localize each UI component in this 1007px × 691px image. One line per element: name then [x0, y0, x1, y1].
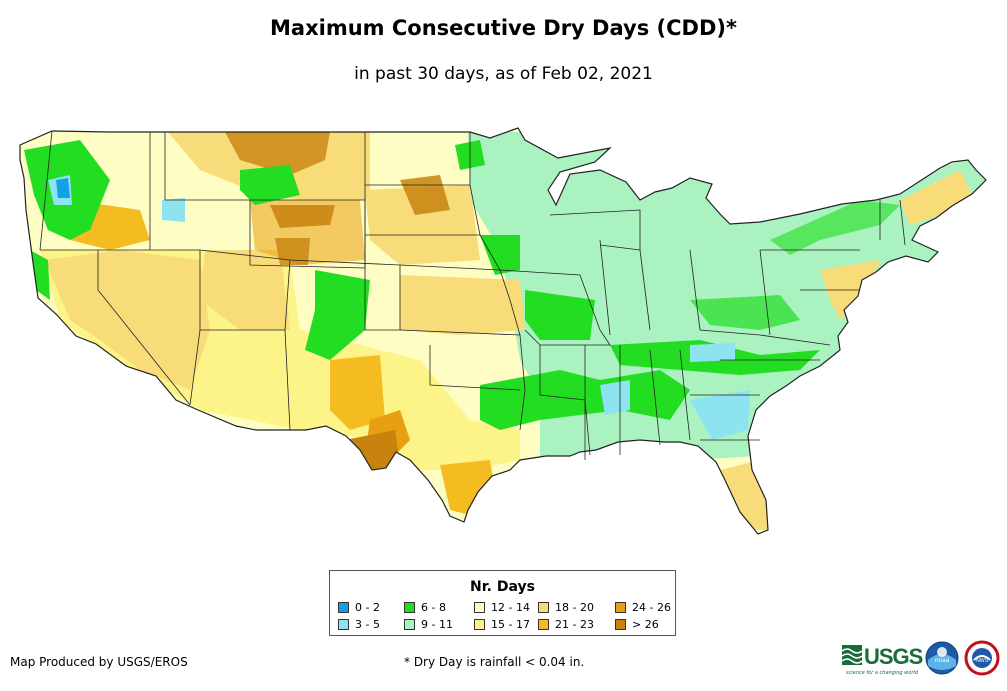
legend-item: > 26	[615, 618, 659, 632]
legend-swatch	[338, 619, 349, 630]
legend-label: 18 - 20	[555, 601, 594, 614]
legend-label: 24 - 26	[632, 601, 671, 614]
legend-label: 6 - 8	[421, 601, 446, 614]
legend: Nr. Days 0 - 2 3 - 5 6 - 8 9 - 11 12 - 14 15 …	[329, 570, 676, 636]
legend-item: 3 - 5	[338, 618, 380, 632]
legend-item: 15 - 17	[474, 618, 530, 632]
legend-swatch	[615, 602, 626, 613]
legend-swatch	[404, 619, 415, 630]
legend-title: Nr. Days	[470, 579, 535, 595]
legend-label: 9 - 11	[421, 618, 453, 631]
map-subtitle: in past 30 days, as of Feb 02, 2021	[354, 64, 653, 84]
legend-item: 21 - 23	[538, 618, 594, 632]
legend-label: 15 - 17	[491, 618, 530, 631]
map-title: Maximum Consecutive Dry Days (CDD)*	[270, 16, 737, 40]
footnote-text: * Dry Day is rainfall < 0.04 in.	[404, 655, 585, 669]
usgs-logo: USGS	[864, 644, 923, 669]
state-boundaries	[39, 130, 906, 460]
legend-label: 12 - 14	[491, 601, 530, 614]
legend-swatch	[474, 619, 485, 630]
cdd-color-regions	[20, 128, 986, 534]
usgs-tagline: science for a changing world	[846, 670, 918, 676]
legend-swatch	[404, 602, 415, 613]
noaa-logo-icon: noaa	[925, 641, 959, 675]
legend-swatch	[615, 619, 626, 630]
legend-item: 0 - 2	[338, 601, 380, 615]
legend-item: 18 - 20	[538, 601, 594, 615]
legend-swatch	[338, 602, 349, 613]
legend-item: 24 - 26	[615, 601, 671, 615]
legend-item: 12 - 14	[474, 601, 530, 615]
nws-text: NWS	[976, 658, 988, 664]
legend-item: 6 - 8	[404, 601, 446, 615]
legend-label: 0 - 2	[355, 601, 380, 614]
legend-label: > 26	[632, 618, 659, 631]
legend-label: 21 - 23	[555, 618, 594, 631]
legend-item: 9 - 11	[404, 618, 453, 632]
legend-swatch	[474, 602, 485, 613]
nws-logo-icon: NWS	[964, 640, 1000, 676]
legend-swatch	[538, 619, 549, 630]
credit-text: Map Produced by USGS/EROS	[10, 655, 188, 669]
legend-label: 3 - 5	[355, 618, 380, 631]
noaa-text: noaa	[935, 657, 950, 664]
usgs-waves-icon	[842, 645, 862, 665]
legend-swatch	[538, 602, 549, 613]
